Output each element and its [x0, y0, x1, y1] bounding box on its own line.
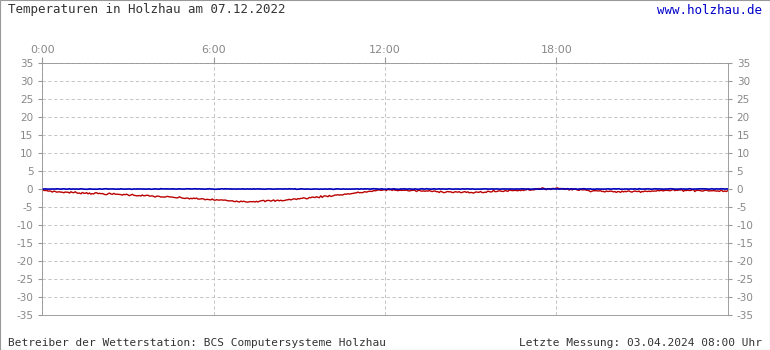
Text: Betreiber der Wetterstation: BCS Computersysteme Holzhau: Betreiber der Wetterstation: BCS Compute…: [8, 338, 386, 348]
Text: Letzte Messung: 03.04.2024 08:00 Uhr: Letzte Messung: 03.04.2024 08:00 Uhr: [519, 338, 762, 348]
Text: www.holzhau.de: www.holzhau.de: [658, 4, 762, 16]
Text: Temperaturen in Holzhau am 07.12.2022: Temperaturen in Holzhau am 07.12.2022: [8, 4, 285, 16]
